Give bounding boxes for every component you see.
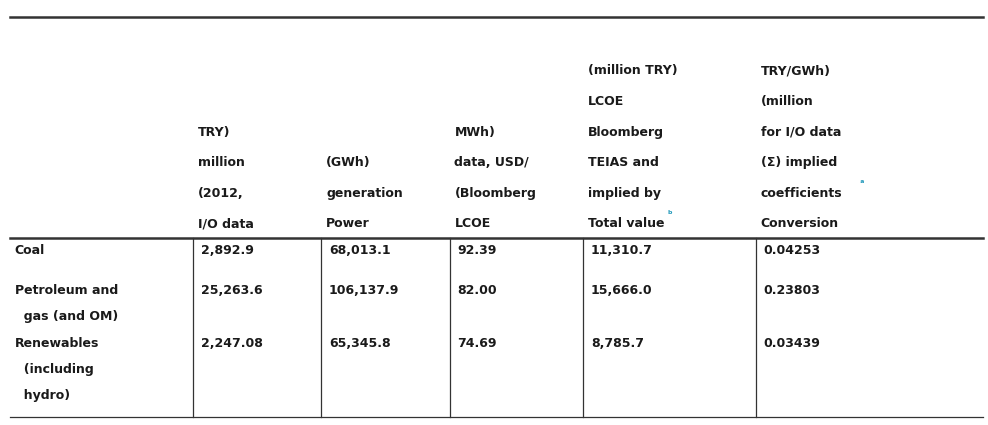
Text: I/O data: I/O data [198,217,254,230]
Text: data, USD/: data, USD/ [454,156,530,169]
Text: (GWh): (GWh) [326,156,370,169]
Text: 2,892.9: 2,892.9 [201,244,254,258]
Text: Conversion: Conversion [761,217,839,230]
Text: 25,263.6: 25,263.6 [201,283,262,297]
Text: implied by: implied by [588,187,661,200]
Text: 74.69: 74.69 [457,337,497,350]
Text: (Σ) implied: (Σ) implied [761,156,837,169]
Text: (million: (million [761,95,813,108]
Text: gas (and OM): gas (and OM) [15,310,119,323]
Text: 65,345.8: 65,345.8 [329,337,390,350]
Text: ᵇ: ᵇ [668,210,673,220]
Text: 2,247.08: 2,247.08 [201,337,263,350]
Text: (million TRY): (million TRY) [588,64,678,77]
Text: TRY): TRY) [198,125,230,139]
Text: 0.23803: 0.23803 [764,283,821,297]
Text: 68,013.1: 68,013.1 [329,244,390,258]
Text: 15,666.0: 15,666.0 [591,283,652,297]
Text: coefficients: coefficients [761,187,843,200]
Text: (Bloomberg: (Bloomberg [454,187,536,200]
Text: hydro): hydro) [15,389,70,402]
Text: 82.00: 82.00 [457,283,497,297]
Text: Coal: Coal [15,244,45,258]
Text: (including: (including [15,363,94,376]
Text: for I/O data: for I/O data [761,125,841,139]
Text: Renewables: Renewables [15,337,99,350]
Text: Total value: Total value [588,217,664,230]
Text: Power: Power [326,217,370,230]
Text: MWh): MWh) [454,125,495,139]
Text: generation: generation [326,187,403,200]
Text: Petroleum and: Petroleum and [15,283,119,297]
Text: 106,137.9: 106,137.9 [329,283,399,297]
Text: 11,310.7: 11,310.7 [591,244,653,258]
Text: 92.39: 92.39 [457,244,497,258]
Text: 0.04253: 0.04253 [764,244,821,258]
Text: TEIAS and: TEIAS and [588,156,659,169]
Text: Bloomberg: Bloomberg [588,125,664,139]
Text: ᵃ: ᵃ [860,179,864,189]
Text: (2012,: (2012, [198,187,243,200]
Text: LCOE: LCOE [454,217,491,230]
Text: 0.03439: 0.03439 [764,337,821,350]
Text: TRY/GWh): TRY/GWh) [761,64,831,77]
Text: million: million [198,156,244,169]
Text: 8,785.7: 8,785.7 [591,337,644,350]
Text: LCOE: LCOE [588,95,624,108]
